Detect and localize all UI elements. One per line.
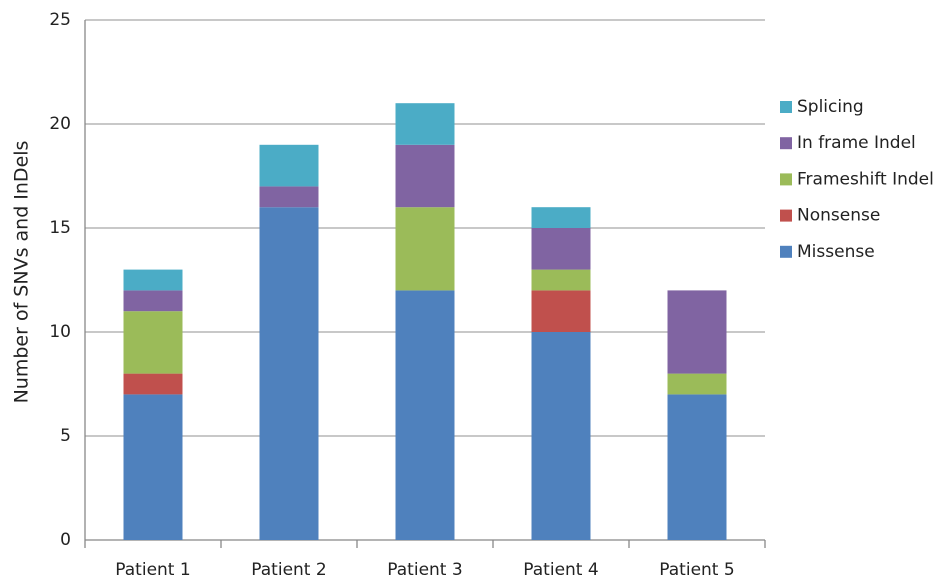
x-tick-label: Patient 5 xyxy=(659,560,734,580)
bar-segment xyxy=(531,332,591,540)
bar-segment xyxy=(123,311,183,374)
legend-swatch xyxy=(780,173,792,186)
x-tick-label: Patient 4 xyxy=(523,560,598,580)
x-tick-label: Patient 1 xyxy=(115,560,190,580)
bar-segment xyxy=(259,186,319,208)
x-tick-label: Patient 2 xyxy=(251,560,326,580)
y-tick-label: 5 xyxy=(60,426,71,446)
y-tick-label: 10 xyxy=(49,322,71,342)
bar-segment xyxy=(123,373,183,395)
x-tick-label: Patient 3 xyxy=(387,560,462,580)
legend-swatch xyxy=(780,245,792,258)
legend-label: In frame Indel xyxy=(797,133,916,153)
y-tick-label: 20 xyxy=(49,114,71,134)
legend-label: Splicing xyxy=(797,97,864,117)
legend-swatch xyxy=(780,137,792,150)
legend-swatch xyxy=(780,101,792,113)
bar-segment xyxy=(667,373,727,395)
y-tick-label: 15 xyxy=(49,218,71,238)
legend-label: Missense xyxy=(797,242,875,262)
bar-segment xyxy=(123,269,183,291)
bar-segment xyxy=(395,290,455,540)
bar-segment xyxy=(531,269,591,291)
bar-segment xyxy=(395,207,455,291)
bar-segment xyxy=(531,207,591,228)
bar-segment xyxy=(531,290,591,332)
y-tick-label: 0 xyxy=(60,530,71,550)
bar-segment xyxy=(531,228,591,270)
bar-segment xyxy=(667,394,727,540)
legend-label: Frameshift Indel xyxy=(797,169,934,189)
bar-segment xyxy=(667,290,727,374)
y-axis-label: Number of SNVs and InDels xyxy=(11,141,33,404)
legend-swatch xyxy=(780,209,792,222)
bar-segment xyxy=(395,144,455,208)
bar-segment xyxy=(123,290,183,312)
legend-label: Nonsense xyxy=(797,206,880,226)
bar-segment xyxy=(123,394,183,540)
bar-segment xyxy=(259,144,319,187)
bar-segment xyxy=(395,103,455,145)
y-tick-label: 25 xyxy=(49,10,71,30)
bar-segment xyxy=(259,207,319,540)
